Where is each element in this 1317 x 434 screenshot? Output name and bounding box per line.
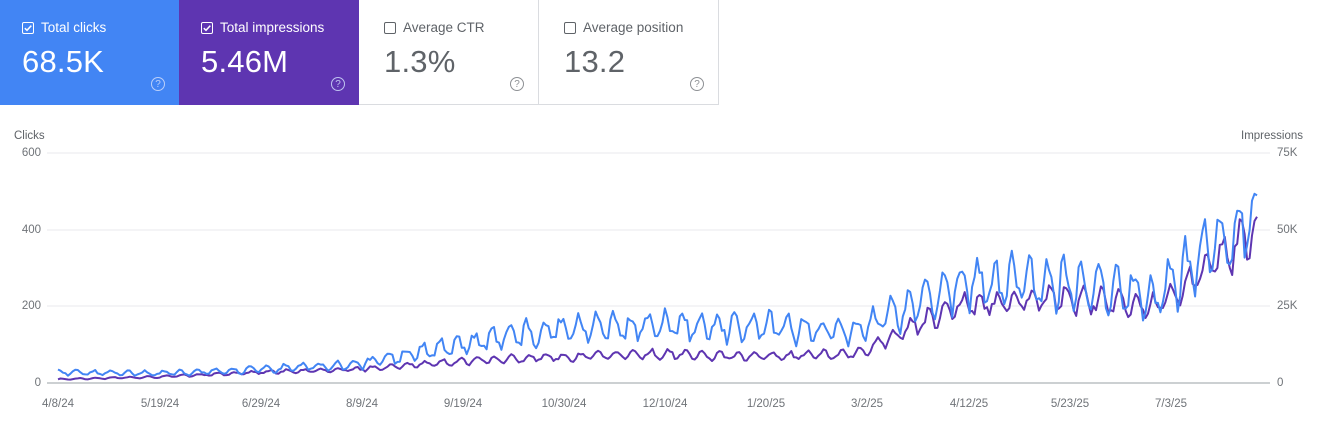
x-tick: 5/23/25 bbox=[1050, 398, 1090, 410]
x-tick: 9/19/24 bbox=[443, 398, 483, 410]
left-tick: 200 bbox=[21, 300, 41, 312]
average-position-label: Average position bbox=[583, 20, 684, 35]
help-icon[interactable]: ? bbox=[331, 77, 345, 91]
left-axis-title: Clicks bbox=[14, 130, 45, 142]
average-ctr-card[interactable]: Average CTR 1.3% ? bbox=[359, 0, 539, 105]
x-tick: 1/20/25 bbox=[746, 398, 786, 410]
checkbox-checked-icon[interactable] bbox=[22, 21, 34, 34]
help-icon[interactable]: ? bbox=[690, 77, 704, 91]
average-ctr-header: Average CTR bbox=[384, 20, 485, 35]
total-impressions-card[interactable]: Total impressions 5.46M ? bbox=[179, 0, 359, 105]
total-impressions-header: Total impressions bbox=[201, 20, 324, 35]
clicks-line bbox=[57, 192, 1258, 377]
left-tick: 600 bbox=[21, 147, 41, 159]
right-tick: 25K bbox=[1277, 300, 1298, 312]
right-tick: 75K bbox=[1277, 147, 1298, 159]
total-clicks-header: Total clicks bbox=[22, 20, 106, 35]
x-tick: 8/9/24 bbox=[346, 398, 378, 410]
metric-cards: Total clicks 68.5K ? Total impressions 5… bbox=[0, 0, 719, 105]
total-impressions-label: Total impressions bbox=[220, 20, 325, 35]
total-clicks-label: Total clicks bbox=[41, 20, 107, 35]
x-tick: 3/2/25 bbox=[851, 398, 883, 410]
total-impressions-value: 5.46M bbox=[201, 44, 289, 79]
average-ctr-label: Average CTR bbox=[403, 20, 485, 35]
help-icon[interactable]: ? bbox=[510, 77, 524, 91]
help-icon[interactable]: ? bbox=[151, 77, 165, 91]
average-ctr-value: 1.3% bbox=[384, 44, 456, 79]
left-tick: 0 bbox=[34, 377, 41, 389]
average-position-value: 13.2 bbox=[564, 44, 626, 79]
total-clicks-card[interactable]: Total clicks 68.5K ? bbox=[0, 0, 179, 105]
right-tick: 0 bbox=[1277, 377, 1284, 389]
x-tick: 6/29/24 bbox=[241, 398, 281, 410]
x-tick: 12/10/24 bbox=[642, 398, 688, 410]
x-tick: 5/19/24 bbox=[140, 398, 180, 410]
checkbox-unchecked-icon[interactable] bbox=[564, 21, 576, 34]
right-axis-title: Impressions bbox=[1241, 130, 1303, 142]
x-tick: 4/12/25 bbox=[949, 398, 989, 410]
right-tick: 50K bbox=[1277, 224, 1298, 236]
left-tick: 400 bbox=[21, 224, 41, 236]
checkbox-checked-icon[interactable] bbox=[201, 21, 213, 34]
average-position-header: Average position bbox=[564, 20, 683, 35]
x-tick: 4/8/24 bbox=[42, 398, 74, 410]
average-position-card[interactable]: Average position 13.2 ? bbox=[539, 0, 719, 105]
x-tick: 7/3/25 bbox=[1155, 398, 1187, 410]
checkbox-unchecked-icon[interactable] bbox=[384, 21, 396, 34]
total-clicks-value: 68.5K bbox=[22, 44, 105, 79]
x-tick: 10/30/24 bbox=[541, 398, 587, 410]
